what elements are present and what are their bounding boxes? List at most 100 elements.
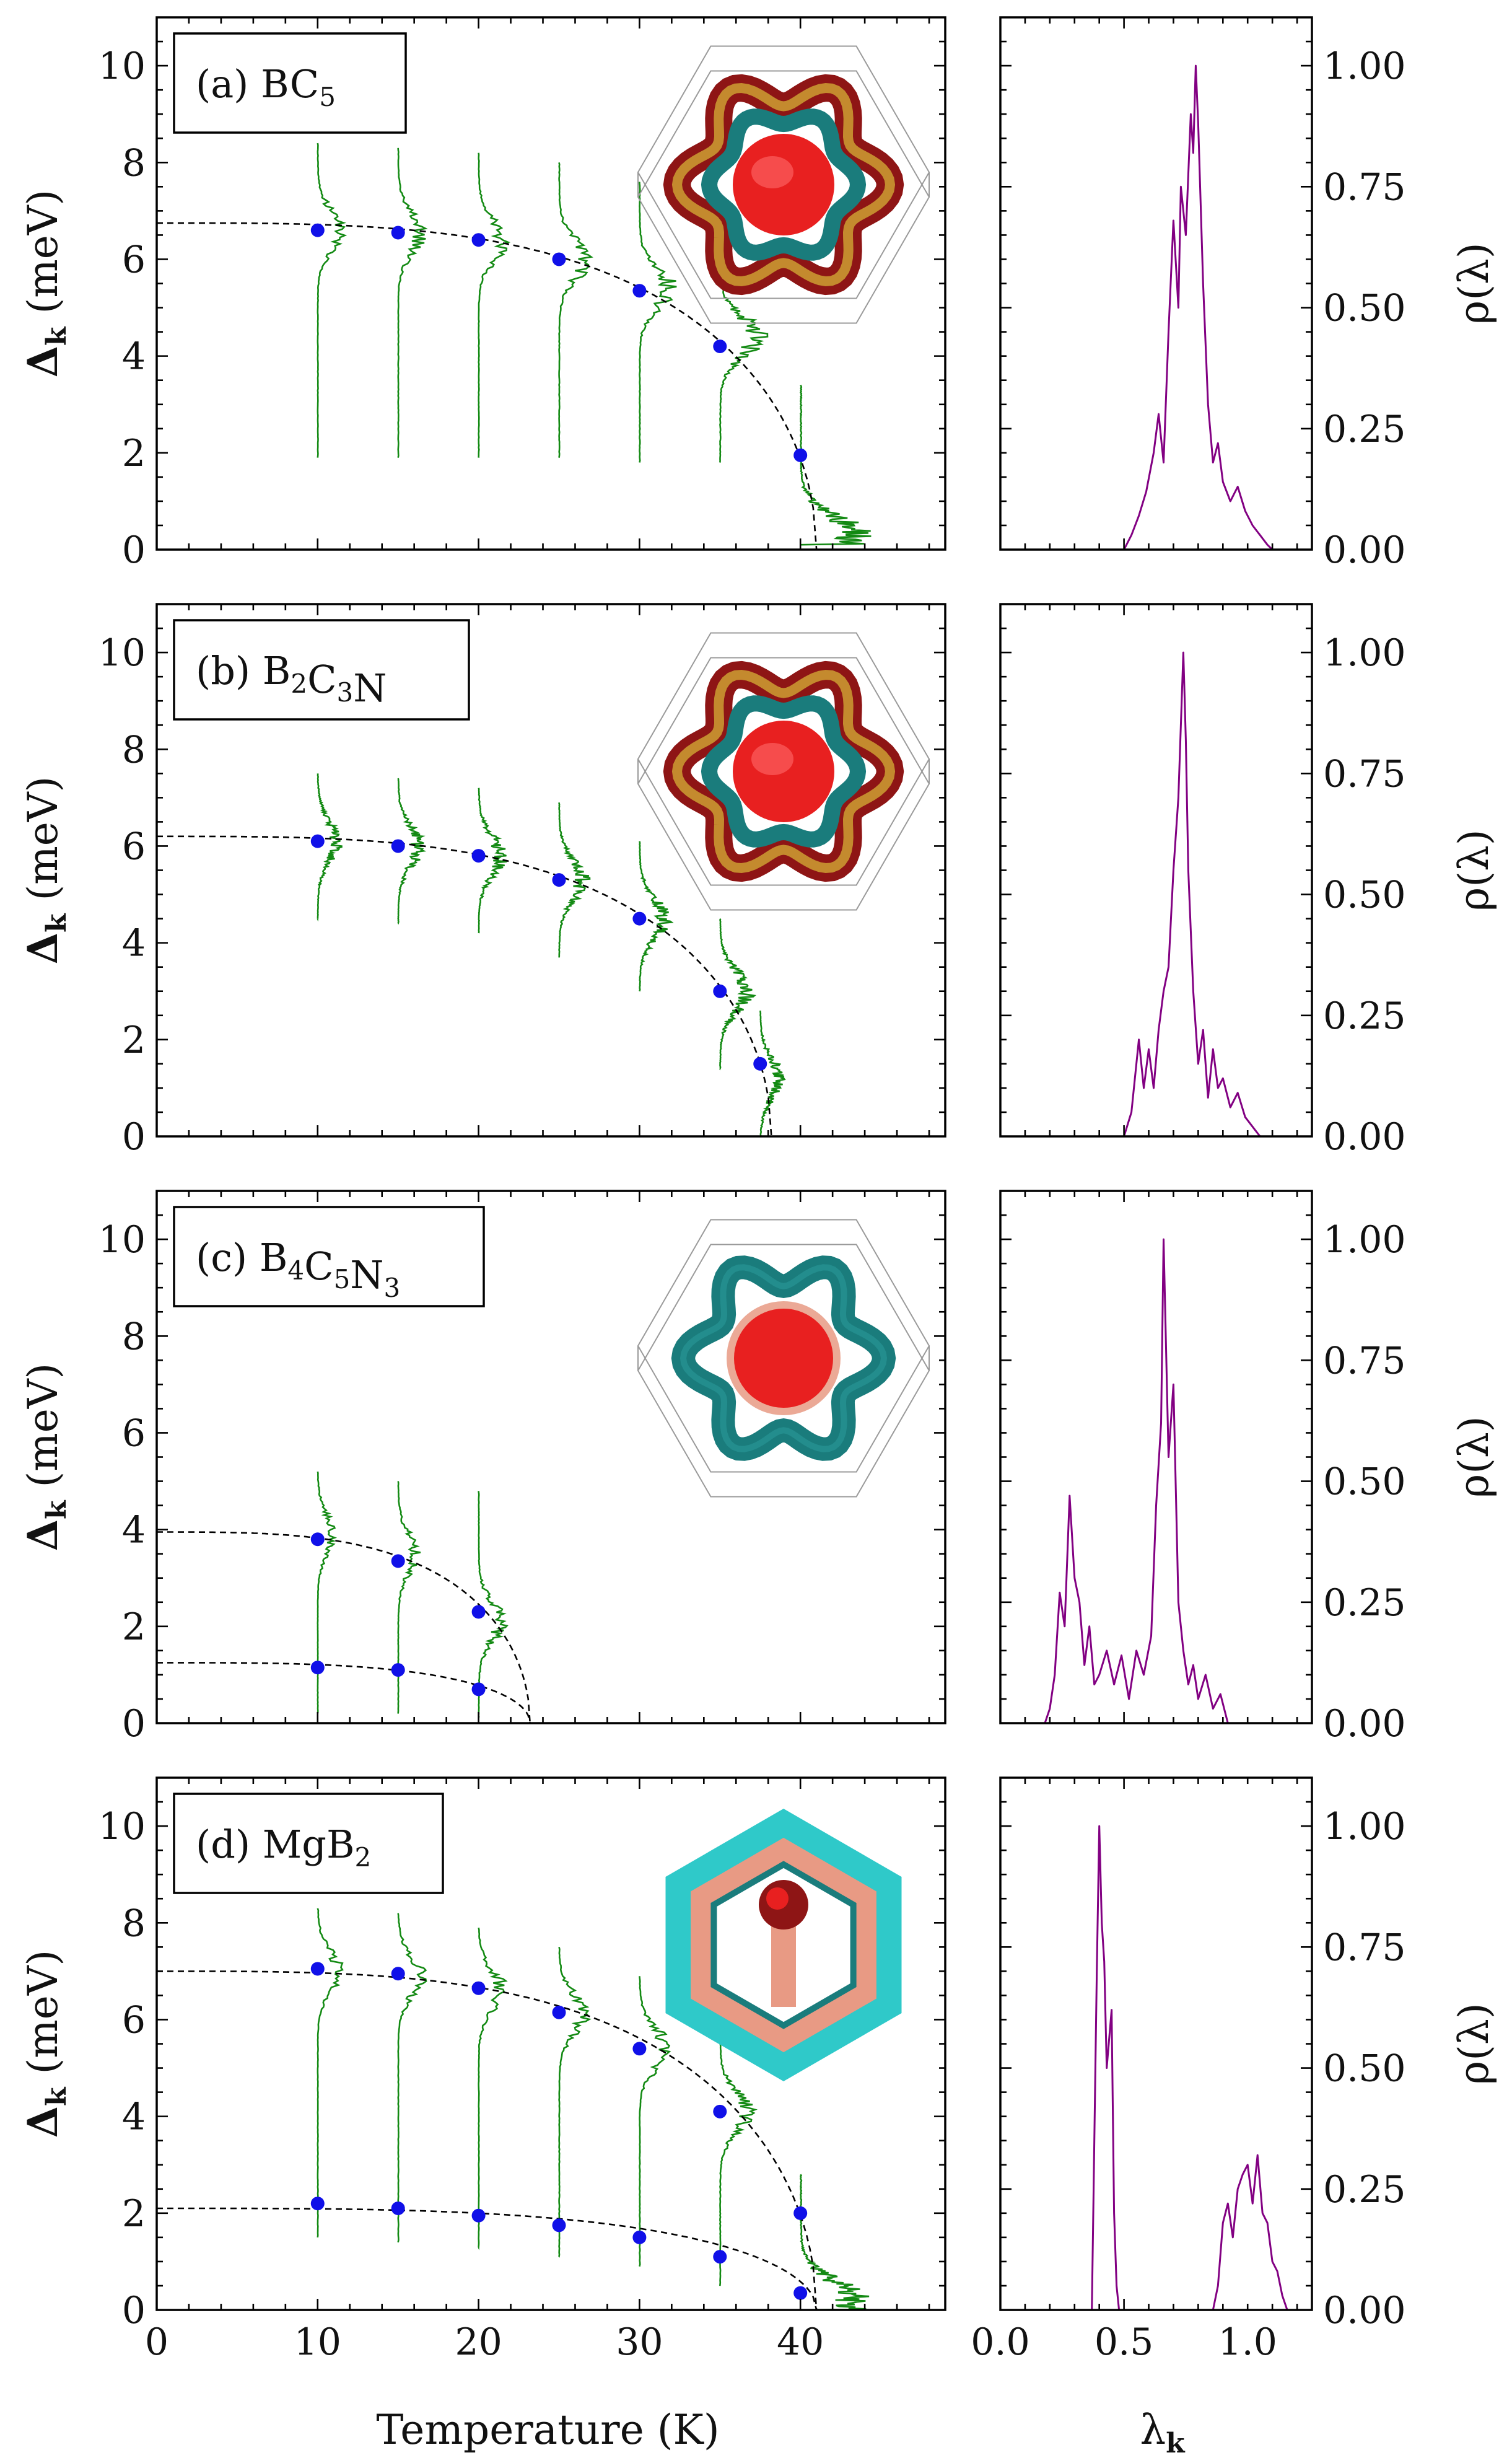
gap-distribution-curve	[799, 2174, 870, 2310]
y-axis-title: Δk (meV)	[19, 1363, 72, 1552]
density-plot-area	[1086, 1825, 1288, 2310]
gap-fit-curve	[157, 1531, 531, 1723]
y-tick-label: 2	[122, 1019, 146, 1062]
density-y-tick-label: 1.00	[1323, 45, 1406, 88]
density-plot-area	[1044, 1238, 1229, 1723]
y-axis-title-unit: (meV)	[19, 1950, 67, 2088]
formula-element: C	[304, 1244, 333, 1289]
gap-axis-ticks	[155, 1776, 945, 2311]
density-y-axis-title: ρ(λ)	[1450, 2003, 1498, 2084]
density-y-tick-label: 0.75	[1323, 752, 1406, 796]
y-tick-label: 8	[122, 728, 146, 771]
fs-outer-highlight	[671, 82, 896, 287]
y-axis-title: Δk (meV)	[19, 1950, 72, 2138]
fermi-surface-b4c5n3-icon	[637, 1219, 930, 1498]
density-axis-ticks	[999, 1778, 1312, 2311]
gap-distribution-curve	[719, 2034, 758, 2286]
gap-fit-curve	[157, 835, 772, 1136]
x-tick-label: 10	[294, 2320, 341, 2364]
formula-element: Mg	[263, 1822, 326, 1867]
gap-data-point	[391, 226, 405, 240]
density-axes-frame	[999, 16, 1313, 551]
x-tick-label: 40	[777, 2320, 824, 2364]
density-curve	[1044, 1238, 1229, 1723]
gap-distribution-curve	[799, 384, 872, 546]
compound-label-prefix: (b)	[196, 648, 263, 693]
density-curve	[1086, 1825, 1288, 2310]
fermi-surface-mgb2-icon	[665, 1808, 902, 2082]
density-y-tick-label: 0.50	[1323, 2047, 1406, 2091]
y-axis-title-group: Δk (meV)	[19, 190, 72, 378]
density-y-tick-label: 0.25	[1323, 994, 1406, 1038]
gap-data-point	[391, 1967, 405, 1981]
formula-element: C	[290, 61, 319, 107]
gap-data-point	[552, 2005, 566, 2019]
density-y-tick-label: 0.25	[1323, 408, 1406, 451]
y-tick-label: 4	[122, 1509, 146, 1552]
y-axis-title-group: Δk (meV)	[19, 1363, 72, 1552]
y-axis-title-sub: k	[41, 2086, 72, 2106]
formula-element: B	[263, 648, 291, 693]
gap-distribution-curve	[639, 182, 677, 463]
gap-data-point	[391, 2202, 405, 2216]
y-tick-label: 2	[122, 1605, 146, 1649]
y-tick-label: 2	[122, 432, 146, 475]
gap-data-point	[793, 2206, 808, 2220]
gap-distribution-curve	[478, 1491, 509, 1721]
y-axis-title-delta: Δ	[19, 2106, 67, 2138]
fs-outer-highlight	[671, 669, 896, 874]
gap-distribution-curve	[397, 1913, 427, 2242]
gap-distribution-curve	[478, 1927, 508, 2247]
compound-label-box	[173, 619, 470, 721]
density-axis-ticks	[999, 17, 1312, 551]
density-y-tick-label: 1.00	[1323, 1805, 1406, 1848]
fs-pi-sheet	[691, 1837, 876, 2053]
formula-element: B	[260, 1235, 288, 1280]
gap-data-point	[632, 2042, 647, 2056]
density-y-tick-label: 0.00	[1323, 529, 1406, 572]
gap-distribution-curve	[558, 1946, 592, 2258]
gap-plot-area	[157, 773, 786, 1136]
fs-pi-edge	[710, 1861, 857, 2029]
y-tick-label: 0	[122, 2289, 146, 2332]
compound-label-box	[173, 32, 407, 134]
gap-data-point	[310, 2197, 325, 2211]
compound-label-box	[173, 1793, 444, 1894]
x-tick-label: 30	[616, 2320, 663, 2364]
formula-subscript: 3	[384, 1273, 401, 1303]
gap-data-point	[471, 1981, 486, 1995]
gap-distribution-curve	[719, 918, 756, 1071]
compound-label-prefix: (a)	[196, 61, 261, 107]
density-y-title-group: ρ(λ)	[1450, 1416, 1498, 1498]
fs-outer-highlight	[680, 1264, 888, 1452]
panel-a: 0 2 4 6 8 10 Δk (meV) (a) BC5 0.00 0.25 0.50 0.75 1.…	[19, 16, 1498, 572]
gap-data-point	[471, 2208, 486, 2223]
compound-label-box	[173, 1206, 485, 1307]
y-axis-title-group: Δk (meV)	[19, 1950, 72, 2138]
y-tick-label: 2	[122, 2192, 146, 2236]
density-y-tick-label: 0.50	[1323, 287, 1406, 330]
gap-data-point	[310, 1532, 325, 1547]
y-tick-label: 10	[98, 45, 146, 88]
y-axis-title-delta: Δ	[19, 933, 67, 964]
gap-distribution-curve	[759, 1010, 786, 1136]
fs-middle-sheet	[701, 695, 867, 848]
density-y-tick-label: 0.25	[1323, 2168, 1406, 2211]
formula-subscript: 5	[334, 1264, 351, 1294]
y-axis-title-sub: k	[41, 326, 72, 346]
gap-data-point	[632, 2230, 647, 2244]
compound-label: (a) BC5	[196, 61, 336, 112]
gap-distribution-curve	[639, 1976, 671, 2267]
density-y-tick-label: 0.00	[1323, 1702, 1406, 1745]
density-y-axis-title: ρ(λ)	[1450, 829, 1498, 911]
y-tick-label: 4	[122, 922, 146, 965]
gap-distribution-curve	[478, 152, 511, 458]
density-plot-area	[1123, 64, 1274, 550]
gap-data-point	[552, 873, 566, 887]
gap-data-point	[471, 233, 486, 247]
formula-element: N	[350, 1252, 383, 1297]
gap-data-point	[391, 1663, 405, 1677]
density-y-tick-label: 1.00	[1323, 1218, 1406, 1262]
